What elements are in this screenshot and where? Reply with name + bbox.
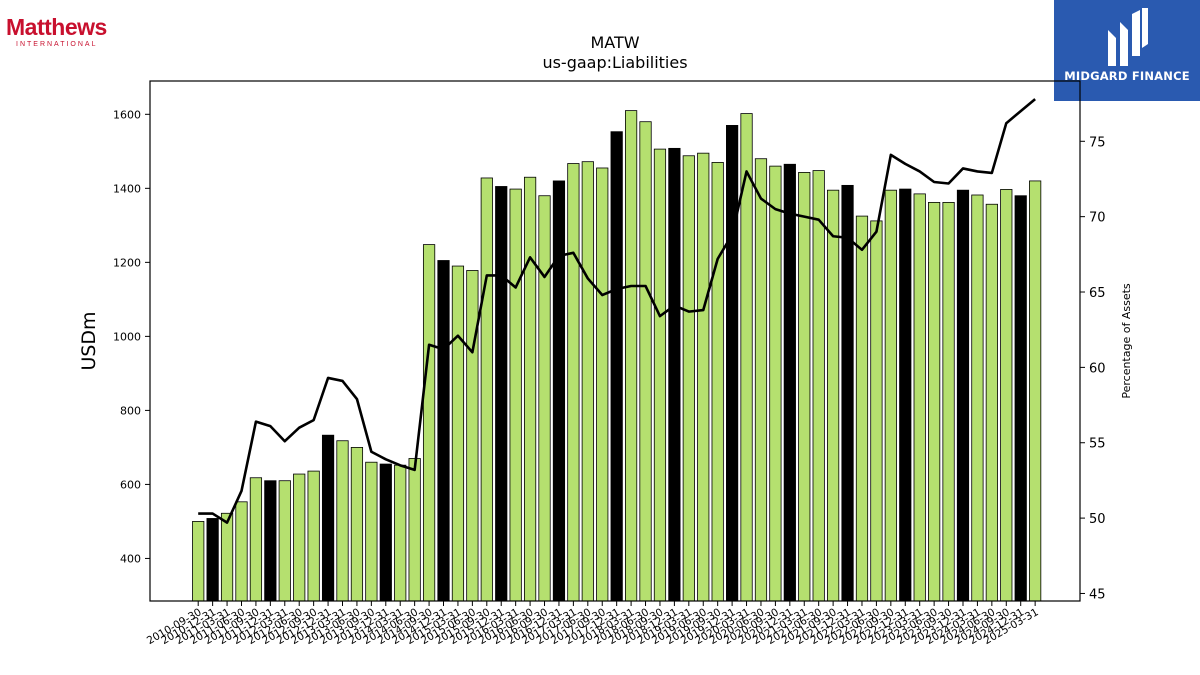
bar xyxy=(783,163,796,602)
bar xyxy=(220,512,234,602)
line-series xyxy=(198,98,1036,524)
bar xyxy=(827,189,840,602)
bar xyxy=(711,162,724,602)
y-tick-label: 1200 xyxy=(113,256,141,269)
midgard-logo-text: MIDGARD FINANCE xyxy=(1064,69,1190,83)
bar xyxy=(1014,195,1027,602)
bar xyxy=(350,447,364,602)
bar xyxy=(495,186,508,602)
y2-tick-label: 50 xyxy=(1089,512,1106,527)
bar xyxy=(625,110,638,602)
y2-tick-label: 60 xyxy=(1089,361,1106,376)
bar xyxy=(437,260,450,602)
bar xyxy=(1000,189,1013,602)
bar-series xyxy=(192,110,1042,602)
bar xyxy=(264,480,277,602)
pct-of-assets-line xyxy=(198,98,1036,524)
midgard-mark-icon xyxy=(1108,8,1148,66)
bar xyxy=(697,152,710,602)
bar xyxy=(899,188,912,602)
bar xyxy=(408,458,421,602)
plot-frame xyxy=(149,80,1081,602)
y2-tick-label: 45 xyxy=(1089,587,1106,602)
y-tick-label: 1000 xyxy=(113,330,141,343)
y-axis-right: 45 50 55 60 65 70 75 xyxy=(1080,135,1106,602)
bar xyxy=(307,470,320,602)
bar xyxy=(538,195,551,602)
bar xyxy=(422,244,436,602)
bar xyxy=(278,480,291,602)
bar xyxy=(321,434,335,602)
y2-tick-label: 55 xyxy=(1089,437,1106,452)
bar xyxy=(249,477,263,602)
bar xyxy=(855,215,869,602)
bar xyxy=(942,201,955,602)
bar xyxy=(928,201,941,602)
bar xyxy=(726,125,739,602)
bar xyxy=(480,177,493,602)
bar xyxy=(971,194,984,602)
bar xyxy=(884,189,897,602)
matthews-logo: Matthews INTERNATIONAL xyxy=(6,14,116,48)
bar xyxy=(610,131,623,602)
bar xyxy=(394,464,407,602)
bar xyxy=(206,518,219,602)
bar xyxy=(956,189,970,602)
bar xyxy=(509,188,522,602)
bar xyxy=(870,220,883,602)
matthews-logo-subtext: INTERNATIONAL xyxy=(16,41,98,48)
chart-subtitle: us-gaap:Liabilities xyxy=(542,53,687,72)
bar xyxy=(552,180,566,602)
bar xyxy=(841,184,854,602)
bar xyxy=(1029,180,1042,602)
y-tick-label: 600 xyxy=(120,478,141,491)
bar xyxy=(466,270,479,602)
bar xyxy=(913,193,926,602)
y-axis-left: 400 600 800 1000 1200 1400 1600 xyxy=(113,108,150,565)
bar xyxy=(379,463,392,602)
bar xyxy=(682,155,695,602)
chart-title: MATW xyxy=(590,33,639,52)
bar xyxy=(639,121,652,602)
y-axis-label: USDm xyxy=(78,311,100,370)
bar xyxy=(235,501,248,602)
bar xyxy=(523,176,537,602)
bar xyxy=(336,440,349,602)
bar xyxy=(581,161,594,602)
bar xyxy=(769,165,782,602)
bar xyxy=(653,148,667,602)
y-tick-label: 400 xyxy=(120,552,141,565)
bar xyxy=(567,163,580,602)
bar xyxy=(192,521,205,602)
y2-axis-label: Percentage of Assets xyxy=(1120,283,1133,399)
bar xyxy=(798,172,811,602)
bar xyxy=(451,265,465,602)
matthews-logo-text: Matthews xyxy=(6,14,107,40)
bar xyxy=(365,461,378,602)
bar xyxy=(985,203,998,602)
x-axis: 2010-09-302010-12-312011-03-312011-06-30… xyxy=(145,601,1041,647)
y2-tick-label: 75 xyxy=(1089,135,1106,150)
bar xyxy=(293,473,306,602)
y-tick-label: 1600 xyxy=(113,108,141,121)
y2-tick-label: 70 xyxy=(1089,211,1106,226)
y-tick-label: 1400 xyxy=(113,182,141,195)
y-tick-label: 800 xyxy=(120,404,141,417)
midgard-finance-logo: MIDGARD FINANCE xyxy=(1054,0,1200,101)
bar xyxy=(754,158,768,602)
bar xyxy=(668,147,681,602)
bar xyxy=(596,167,609,602)
bar xyxy=(812,170,825,602)
y2-tick-label: 65 xyxy=(1089,286,1106,301)
